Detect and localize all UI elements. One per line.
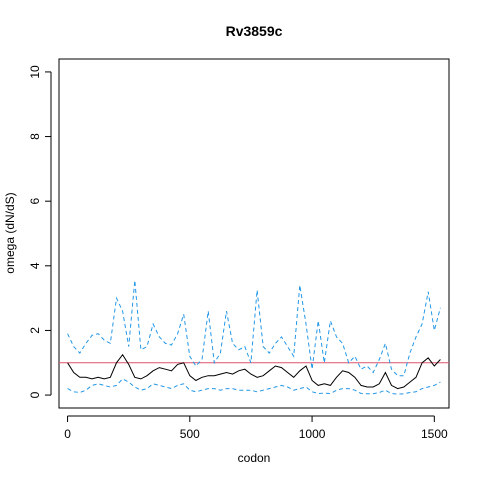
y-axis: 0 2 4 6 8 10	[28, 65, 52, 398]
y-tick-label: 6	[28, 198, 42, 205]
y-tick-label: 10	[28, 65, 42, 79]
series-line-omega	[67, 353, 441, 390]
x-axis-label: codon	[238, 451, 271, 465]
chart-title: Rv3859c	[226, 23, 283, 39]
x-tick-label: 1500	[421, 427, 448, 441]
x-axis: 0 500 1000 1500	[64, 415, 448, 441]
series-line-lower	[67, 378, 441, 395]
series-group	[67, 280, 441, 395]
plot-frame	[58, 58, 450, 409]
y-tick-label: 4	[28, 262, 42, 269]
y-tick-label: 2	[28, 327, 42, 334]
x-tick-label: 0	[64, 427, 71, 441]
x-tick-label: 1000	[299, 427, 326, 441]
y-axis-label: omega (dN/dS)	[3, 192, 17, 273]
y-tick-label: 0	[28, 391, 42, 398]
series-line-upper	[67, 280, 441, 377]
y-tick-label: 8	[28, 133, 42, 140]
x-tick-label: 500	[180, 427, 200, 441]
